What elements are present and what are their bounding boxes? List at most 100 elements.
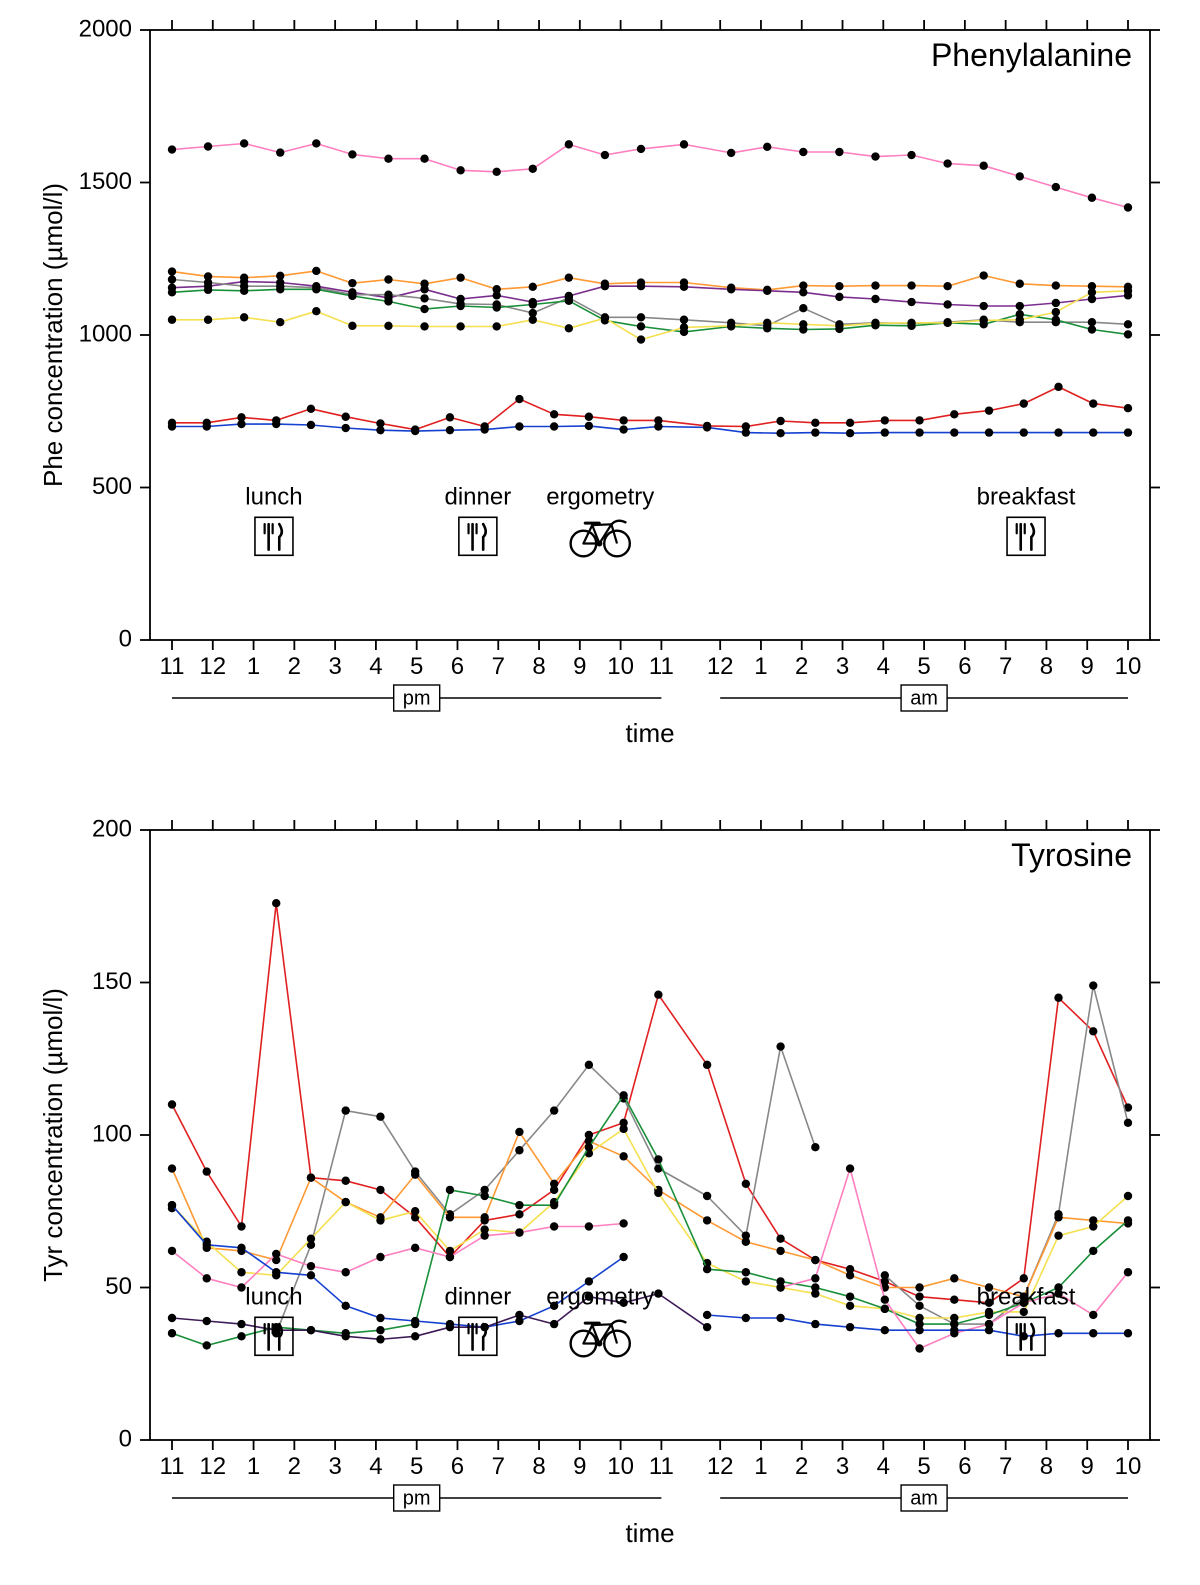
data-marker xyxy=(915,1326,923,1334)
ytick-label: 0 xyxy=(119,1425,132,1452)
data-marker xyxy=(601,151,609,159)
data-marker xyxy=(168,275,176,283)
data-marker xyxy=(985,406,993,414)
data-marker xyxy=(550,1320,558,1328)
data-marker xyxy=(799,320,807,328)
ytick-label: 2000 xyxy=(79,15,132,42)
event-label: breakfast xyxy=(977,1283,1076,1310)
data-marker xyxy=(727,322,735,330)
data-marker xyxy=(168,267,176,275)
data-marker xyxy=(550,1180,558,1188)
data-marker xyxy=(1054,994,1062,1002)
data-marker xyxy=(1089,1311,1097,1319)
data-marker xyxy=(307,1235,315,1243)
data-marker xyxy=(307,1326,315,1334)
panel-title: Phenylalanine xyxy=(931,37,1132,73)
data-marker xyxy=(846,419,854,427)
data-marker xyxy=(237,1244,245,1252)
data-marker xyxy=(480,1192,488,1200)
data-marker xyxy=(565,297,573,305)
data-marker xyxy=(776,1283,784,1291)
data-marker xyxy=(240,287,248,295)
data-marker xyxy=(871,152,879,160)
data-marker xyxy=(411,1207,419,1215)
data-marker xyxy=(480,1231,488,1239)
data-marker xyxy=(1052,183,1060,191)
data-marker xyxy=(168,316,176,324)
data-marker xyxy=(420,322,428,330)
data-marker xyxy=(943,159,951,167)
data-marker xyxy=(446,426,454,434)
xtick-label: 9 xyxy=(1081,653,1094,680)
data-marker xyxy=(619,416,627,424)
xtick-label: 1 xyxy=(754,653,767,680)
data-marker xyxy=(276,318,284,326)
data-marker xyxy=(492,291,500,299)
data-marker xyxy=(565,273,573,281)
plot-area xyxy=(150,30,1150,640)
data-marker xyxy=(376,1335,384,1343)
data-marker xyxy=(384,275,392,283)
data-marker xyxy=(168,1247,176,1255)
data-marker xyxy=(550,422,558,430)
data-marker xyxy=(515,395,523,403)
data-marker xyxy=(846,1302,854,1310)
xtick-label: 4 xyxy=(877,1453,890,1480)
panel-phe: 0500100015002000111212345678910111212345… xyxy=(38,15,1160,748)
data-marker xyxy=(376,1253,384,1261)
xtick-label: 4 xyxy=(369,1453,382,1480)
data-marker xyxy=(312,285,320,293)
data-marker xyxy=(565,140,573,148)
xtick-label: 4 xyxy=(877,653,890,680)
ytick-label: 500 xyxy=(92,473,132,500)
data-marker xyxy=(203,1317,211,1325)
xtick-label: 9 xyxy=(1081,1453,1094,1480)
xtick-label: 6 xyxy=(958,653,971,680)
xtick-label: 5 xyxy=(410,653,423,680)
data-marker xyxy=(915,1283,923,1291)
data-marker xyxy=(168,422,176,430)
xtick-label: 5 xyxy=(917,1453,930,1480)
xtick-label: 6 xyxy=(451,1453,464,1480)
data-marker xyxy=(585,1061,593,1069)
data-marker xyxy=(776,1314,784,1322)
data-marker xyxy=(376,1186,384,1194)
data-marker xyxy=(342,424,350,432)
data-marker xyxy=(776,1247,784,1255)
data-marker xyxy=(881,1296,889,1304)
xtick-label: 9 xyxy=(573,1453,586,1480)
data-marker xyxy=(799,304,807,312)
data-marker xyxy=(915,1302,923,1310)
data-marker xyxy=(637,313,645,321)
xtick-label: 8 xyxy=(1040,653,1053,680)
xtick-label: 1 xyxy=(247,1453,260,1480)
xtick-label: 2 xyxy=(288,1453,301,1480)
xtick-label: 5 xyxy=(917,653,930,680)
data-marker xyxy=(203,1241,211,1249)
data-marker xyxy=(763,319,771,327)
data-marker xyxy=(307,421,315,429)
data-marker xyxy=(654,1189,662,1197)
data-marker xyxy=(979,302,987,310)
data-marker xyxy=(637,335,645,343)
data-marker xyxy=(776,1235,784,1243)
data-marker xyxy=(204,286,212,294)
data-marker xyxy=(601,282,609,290)
data-marker xyxy=(348,292,356,300)
data-marker xyxy=(276,285,284,293)
xtick-label: 12 xyxy=(199,1453,226,1480)
data-marker xyxy=(550,1201,558,1209)
period-label: pm xyxy=(403,687,431,709)
data-marker xyxy=(1016,172,1024,180)
xtick-label: 10 xyxy=(607,653,634,680)
data-marker xyxy=(411,1332,419,1340)
data-marker xyxy=(950,428,958,436)
data-marker xyxy=(1020,428,1028,436)
data-marker xyxy=(654,991,662,999)
data-marker xyxy=(1089,1329,1097,1337)
data-marker xyxy=(585,1143,593,1151)
data-marker xyxy=(240,313,248,321)
data-marker xyxy=(550,1222,558,1230)
xtick-label: 6 xyxy=(958,1453,971,1480)
data-marker xyxy=(619,425,627,433)
